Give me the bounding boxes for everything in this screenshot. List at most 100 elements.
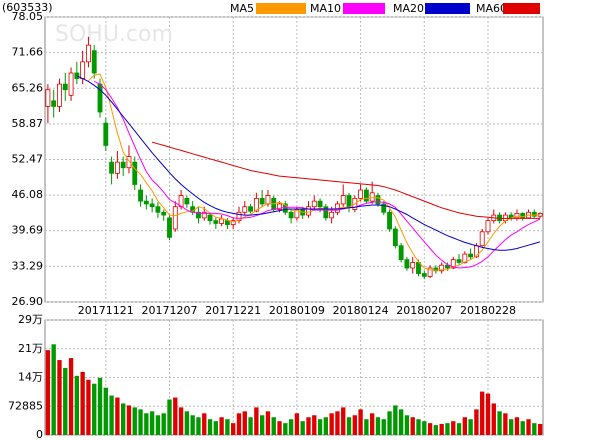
candle-body [57, 83, 62, 107]
candle-body [201, 211, 207, 219]
volume-bar [445, 423, 450, 435]
volume-bar [68, 358, 74, 435]
y-tick-label: 46.08 [12, 188, 44, 201]
watermark: SOHU.com [55, 22, 173, 47]
volume-bar [97, 377, 103, 435]
volume-bar [132, 407, 137, 435]
volume-bar [341, 407, 346, 435]
volume-bar [480, 391, 485, 435]
volume-bar [381, 419, 386, 435]
volume-bar [265, 411, 271, 435]
volume-bar [51, 344, 56, 435]
volume-bar [109, 395, 114, 435]
volume-bar [173, 397, 178, 435]
volume-bar [485, 393, 491, 435]
legend-swatch [425, 3, 470, 14]
volume-bar [231, 423, 236, 435]
volume-bar [121, 403, 126, 435]
candle-body [259, 197, 265, 205]
y-tick-label: 71.66 [12, 46, 44, 59]
candle-body [531, 211, 537, 217]
candle-body [86, 44, 91, 63]
candle-body [196, 211, 201, 219]
ma-line [88, 73, 541, 271]
ma-line [93, 80, 541, 269]
volume-bar [352, 415, 357, 435]
volume-bar [213, 421, 218, 435]
candle-body [346, 195, 352, 208]
x-tick-label: 20180207 [396, 304, 452, 317]
candle-body [398, 245, 404, 261]
volume-bar [335, 411, 340, 435]
candle-body [51, 100, 57, 107]
candle-body [288, 211, 294, 219]
legend-swatch [343, 3, 385, 14]
volume-bar [503, 413, 508, 435]
candle-body [155, 206, 161, 213]
candle-body [132, 161, 138, 185]
volume-bar [398, 409, 404, 435]
volume-bar [370, 413, 375, 435]
volume-bar [207, 419, 213, 435]
volume-bar [92, 383, 97, 435]
volume-bar [80, 371, 85, 435]
candle-body [114, 161, 120, 174]
volume-bar [259, 415, 265, 435]
x-tick-label: 20171221 [205, 304, 261, 317]
volume-bar [497, 411, 502, 435]
volume-bar [312, 415, 317, 435]
candle-body [138, 189, 143, 202]
candle-body [340, 195, 346, 205]
volume-bar [329, 413, 334, 435]
candle-body [253, 197, 259, 212]
volume-bar [346, 417, 352, 435]
volume-bar [202, 413, 207, 435]
candle-body [358, 189, 364, 199]
legend-swatch [503, 3, 540, 14]
candle-body [230, 220, 236, 225]
candle-body [433, 267, 439, 272]
candle-body [381, 203, 387, 213]
y-tick-label: 29万 [18, 313, 43, 326]
volume-bar [451, 421, 456, 435]
candle-body [213, 220, 219, 224]
legend-label: MA20 [393, 2, 424, 15]
volume-bar [126, 405, 132, 435]
candle-body [410, 262, 416, 269]
volume-bar [184, 411, 190, 435]
candle-body [172, 206, 178, 230]
volume-bar [288, 419, 294, 435]
volume-bar [149, 411, 155, 435]
x-tick-label: 20171207 [142, 304, 198, 317]
y-tick-label: 58.87 [12, 117, 44, 130]
volume-bar [416, 419, 421, 435]
candle-body [450, 259, 456, 269]
volume-bar [115, 397, 120, 435]
volume-bar [294, 413, 300, 435]
candle-body [294, 209, 300, 219]
y-tick-label: 26.90 [12, 295, 44, 308]
volume-bar [277, 421, 282, 435]
candle-body [219, 218, 225, 224]
volume-bar [242, 411, 247, 435]
volume-bar [57, 360, 62, 435]
volume-bar [323, 417, 329, 435]
candle-body [149, 203, 155, 208]
legend-label: MA60 [476, 2, 507, 15]
x-tick-label: 20180124 [333, 304, 389, 317]
candle-body [161, 211, 167, 216]
y-tick-label: 14万 [18, 371, 43, 384]
candle-body [265, 195, 271, 205]
candle-body [421, 273, 427, 277]
y-tick-label: 39.69 [12, 224, 44, 237]
volume-bar [155, 415, 161, 435]
y-tick-label: 52.47 [12, 153, 44, 166]
candle-body [277, 203, 282, 210]
y-tick-label: 33.29 [12, 259, 44, 272]
candle-body [387, 211, 392, 230]
volume-bar [103, 387, 108, 435]
y-tick-label: 72885 [8, 399, 43, 412]
candle-body [369, 192, 375, 202]
volume-bar [317, 419, 323, 435]
